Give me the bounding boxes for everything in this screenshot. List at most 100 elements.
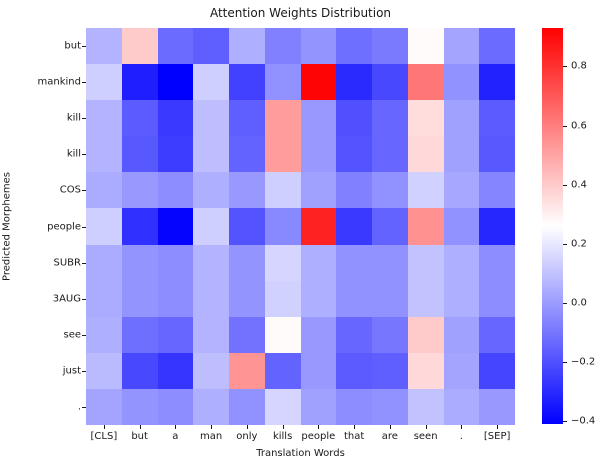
y-tick-label: see bbox=[63, 329, 81, 341]
heatmap-cell bbox=[407, 316, 444, 353]
heatmap-cell bbox=[264, 28, 301, 65]
y-tick-label: SUBR bbox=[53, 257, 81, 269]
heatmap-cell bbox=[479, 316, 515, 353]
heatmap-cell bbox=[407, 208, 444, 245]
heatmap-cell bbox=[443, 208, 480, 245]
x-tick-label: man bbox=[200, 431, 223, 442]
colorbar-tick-label: 0.4 bbox=[571, 179, 587, 191]
heatmap-cell bbox=[372, 352, 408, 389]
heatmap-cell bbox=[443, 136, 480, 173]
heatmap-cell bbox=[121, 388, 158, 425]
heatmap-cell bbox=[264, 172, 301, 209]
heatmap-cell bbox=[264, 388, 301, 425]
heatmap-cell bbox=[407, 28, 444, 65]
y-tick-mark bbox=[82, 154, 86, 155]
heatmap-cell bbox=[121, 244, 158, 281]
heatmap-cell bbox=[443, 28, 480, 65]
x-tick-mark bbox=[354, 425, 355, 429]
heatmap-cell bbox=[193, 352, 229, 389]
heatmap-cell bbox=[86, 316, 122, 353]
x-tick-label: kills bbox=[272, 431, 293, 442]
heatmap-cell bbox=[336, 388, 372, 425]
colorbar-tick-label: 0.0 bbox=[571, 297, 587, 309]
heatmap-cell bbox=[336, 208, 372, 245]
heatmap-cell bbox=[121, 64, 158, 101]
heatmap-cell bbox=[229, 388, 265, 425]
heatmap-cell bbox=[229, 352, 265, 389]
heatmap-cell bbox=[193, 280, 229, 317]
heatmap-cell bbox=[229, 244, 265, 281]
heatmap-cell bbox=[300, 316, 337, 353]
heatmap-cell bbox=[157, 28, 194, 65]
x-tick-mark bbox=[175, 425, 176, 429]
y-tick-mark bbox=[82, 118, 86, 119]
x-tick-label: . bbox=[459, 431, 463, 442]
heatmap-cell bbox=[479, 388, 515, 425]
y-tick-mark bbox=[82, 299, 86, 300]
heatmap-cell bbox=[300, 244, 337, 281]
heatmap-cell bbox=[86, 28, 122, 65]
heatmap-cell bbox=[407, 352, 444, 389]
heatmap-cell bbox=[264, 244, 301, 281]
heatmap-cell bbox=[121, 136, 158, 173]
heatmap-cell bbox=[264, 280, 301, 317]
colorbar-tick-label: 0.8 bbox=[571, 60, 587, 72]
x-tick-label: but bbox=[131, 431, 148, 442]
y-tick-label: just bbox=[62, 365, 81, 377]
x-tick-label: that bbox=[343, 431, 365, 442]
heatmap-cell bbox=[372, 316, 408, 353]
heatmap-cell bbox=[193, 208, 229, 245]
x-tick-label: people bbox=[301, 431, 336, 442]
heatmap-cell bbox=[264, 352, 301, 389]
heatmap-cell bbox=[264, 136, 301, 173]
heatmap-cell bbox=[264, 100, 301, 137]
heatmap-cell bbox=[121, 316, 158, 353]
heatmap-cell bbox=[443, 244, 480, 281]
heatmap-cell bbox=[300, 208, 337, 245]
heatmap-cell bbox=[407, 100, 444, 137]
y-tick-label: kill bbox=[66, 148, 81, 160]
heatmap-cell bbox=[86, 208, 122, 245]
heatmap-cell bbox=[229, 316, 265, 353]
heatmap-cell bbox=[336, 244, 372, 281]
colorbar-tick-mark bbox=[563, 66, 567, 67]
x-tick-mark bbox=[426, 425, 427, 429]
x-tick-mark bbox=[283, 425, 284, 429]
y-tick-mark bbox=[82, 335, 86, 336]
heatmap-cell bbox=[157, 64, 194, 101]
heatmap-cell bbox=[479, 136, 515, 173]
heatmap-cell bbox=[479, 280, 515, 317]
heatmap-cell bbox=[86, 136, 122, 173]
heatmap-cell bbox=[336, 136, 372, 173]
heatmap-cell bbox=[86, 352, 122, 389]
x-axis-label: Translation Words bbox=[256, 448, 345, 459]
heatmap-cell bbox=[86, 64, 122, 101]
y-tick-mark bbox=[82, 46, 86, 47]
y-tick-mark bbox=[82, 190, 86, 191]
heatmap-cell bbox=[193, 316, 229, 353]
heatmap-cell bbox=[229, 280, 265, 317]
heatmap-cell bbox=[300, 388, 337, 425]
heatmap-cell bbox=[336, 172, 372, 209]
heatmap-cell bbox=[157, 280, 194, 317]
y-tick-label: mankind bbox=[37, 76, 81, 88]
x-tick-label: only bbox=[236, 431, 258, 442]
heatmap-cell bbox=[229, 136, 265, 173]
heatmap-cell bbox=[86, 100, 122, 137]
heatmap-cell bbox=[300, 352, 337, 389]
heatmap-cell bbox=[229, 28, 265, 65]
x-tick-label: a bbox=[172, 431, 179, 442]
colorbar-tick-label: 0.6 bbox=[571, 120, 587, 132]
y-tick-mark bbox=[82, 407, 86, 408]
heatmap-cell bbox=[372, 208, 408, 245]
heatmap-cell bbox=[121, 172, 158, 209]
heatmap-cell bbox=[372, 388, 408, 425]
x-tick-mark bbox=[247, 425, 248, 429]
y-tick-label: people bbox=[47, 221, 81, 232]
colorbar-tick-label: −0.2 bbox=[571, 356, 596, 368]
colorbar-tick-mark bbox=[563, 126, 567, 127]
heatmap-cell bbox=[264, 316, 301, 353]
colorbar-tick-mark bbox=[563, 421, 567, 422]
heatmap-cell bbox=[479, 172, 515, 209]
